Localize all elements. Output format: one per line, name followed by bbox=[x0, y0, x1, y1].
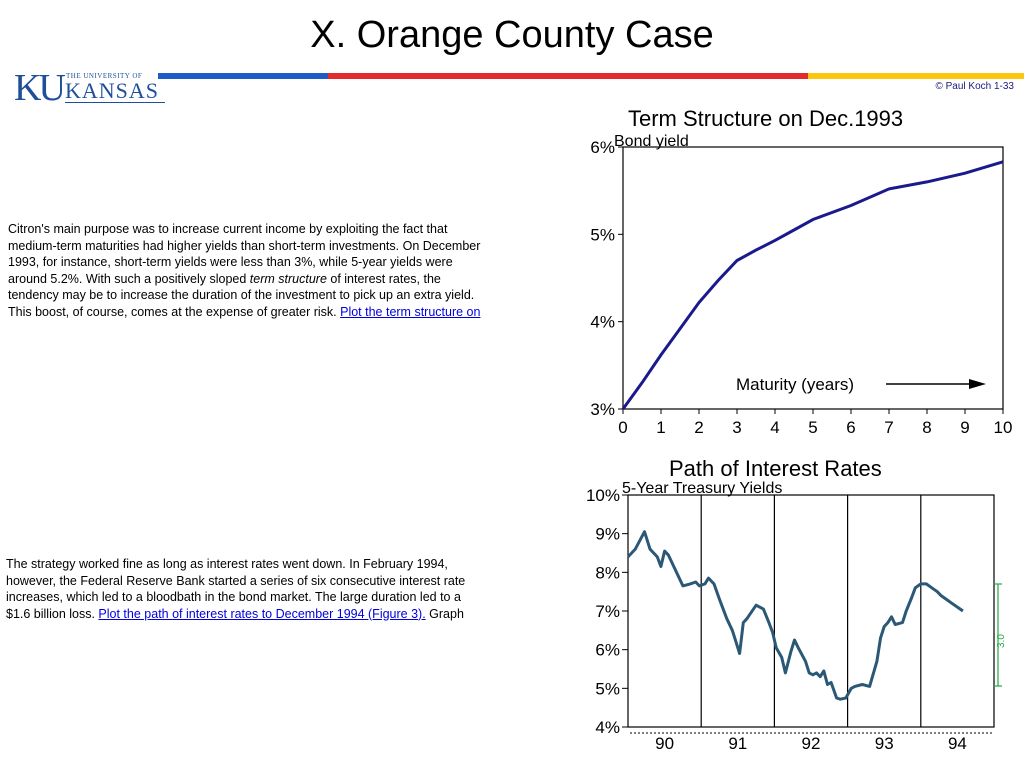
x-tick-label: 3 bbox=[732, 418, 741, 437]
chart-title: Path of Interest Rates bbox=[669, 456, 882, 481]
x-tick-label: 0 bbox=[618, 418, 627, 437]
header-rule-yellow bbox=[808, 73, 1024, 79]
x-tick-label: 6 bbox=[846, 418, 855, 437]
y-tick-label: 5% bbox=[595, 679, 620, 698]
x-tick-label: 2 bbox=[694, 418, 703, 437]
paragraph-interest-path: The strategy worked fine as long as inte… bbox=[6, 556, 574, 622]
paragraph-line: however, the Federal Reserve Bank starte… bbox=[6, 573, 466, 588]
logo-mark: KU bbox=[14, 67, 66, 109]
paragraph-text: around 5.2%. With such a positively slop… bbox=[8, 271, 250, 286]
chart-subtitle: 5-Year Treasury Yields bbox=[622, 480, 782, 497]
logo-underline bbox=[65, 102, 165, 103]
x-tick-label: 10 bbox=[994, 418, 1013, 437]
x-tick-label: 9 bbox=[960, 418, 969, 437]
term-structure-chart: Term Structure on Dec.1993 Bond yield 3%… bbox=[590, 106, 1013, 437]
x-tick-label: 8 bbox=[922, 418, 931, 437]
y-tick-label: 3% bbox=[590, 400, 615, 419]
x-tick-label: 4 bbox=[770, 418, 779, 437]
x-tick-label: 1 bbox=[656, 418, 665, 437]
plot-frame bbox=[627, 494, 995, 728]
y-tick-label: 6% bbox=[595, 641, 620, 660]
header-rule-blue bbox=[158, 73, 328, 79]
chart-title: Term Structure on Dec.1993 bbox=[628, 106, 903, 131]
paragraph-line: increases, which led to a bloodbath in t… bbox=[6, 590, 461, 604]
header-rule-red bbox=[328, 73, 808, 79]
x-tick-label: 5 bbox=[808, 418, 817, 437]
y-tick-label: 6% bbox=[590, 138, 615, 157]
x-tick-label: 92 bbox=[802, 734, 821, 753]
treasury-yield-line bbox=[626, 530, 964, 701]
paragraph-line: tendency may be to increase the duration… bbox=[8, 288, 475, 302]
emphasis-term-structure: term structure bbox=[249, 271, 327, 286]
paragraph-text: of interest rates, the bbox=[326, 271, 441, 286]
y-tick-label: 5% bbox=[590, 225, 615, 244]
ku-logo: KU THE UNIVERSITY OF KANSAS bbox=[14, 67, 165, 109]
interest-path-chart: Path of Interest Rates 5-Year Treasury Y… bbox=[586, 456, 1007, 753]
x-tick-label: 91 bbox=[728, 734, 747, 753]
paragraph-line: medium-term maturities had higher yields… bbox=[8, 238, 481, 253]
slide-title: X. Orange County Case bbox=[310, 14, 714, 56]
x-tick-label: 7 bbox=[884, 418, 893, 437]
paragraph-line: around 5.2%. With such a positively slop… bbox=[8, 271, 570, 288]
y-tick-label: 10% bbox=[586, 486, 620, 505]
y-tick-label: 7% bbox=[595, 602, 620, 621]
paragraph-term-structure: Citron's main purpose was to increase cu… bbox=[8, 221, 570, 326]
x-tick-label: 90 bbox=[655, 734, 674, 753]
plot-frame bbox=[622, 146, 1004, 410]
plot-interest-path-link[interactable]: Plot the path of interest rates to Decem… bbox=[98, 606, 426, 621]
yield-curve-line bbox=[621, 160, 1004, 410]
plot-term-structure-link[interactable]: Plot the term structure on bbox=[340, 304, 481, 319]
x-axis-label: Maturity (years) bbox=[736, 375, 854, 394]
x-tick-label: 94 bbox=[948, 734, 967, 753]
y-axis-label: Bond yield bbox=[614, 133, 689, 150]
logo-name: KANSAS bbox=[65, 78, 160, 103]
y-tick-label: 4% bbox=[590, 313, 615, 332]
paragraph-text: $1.6 billion loss. bbox=[6, 606, 99, 621]
logo-university-line: THE UNIVERSITY OF bbox=[66, 72, 143, 80]
arrow-head-icon bbox=[969, 379, 986, 389]
y-tick-label: 8% bbox=[595, 563, 620, 582]
paragraph-text: Graph bbox=[425, 606, 464, 621]
annotation-text: 3.0 bbox=[996, 634, 1007, 648]
paragraph-text: This boost, of course, comes at the expe… bbox=[8, 304, 341, 319]
x-tick-label: 93 bbox=[875, 734, 894, 753]
y-tick-label: 4% bbox=[595, 718, 620, 737]
y-tick-label: 9% bbox=[595, 525, 620, 544]
paragraph-line: $1.6 billion loss. Plot the path of inte… bbox=[6, 606, 574, 623]
paragraph-line: 1993, for instance, short-term yields we… bbox=[8, 255, 453, 269]
paragraph-line: Citron's main purpose was to increase cu… bbox=[8, 222, 448, 236]
paragraph-line: This boost, of course, comes at the expe… bbox=[8, 304, 570, 321]
copyright-notice: © Paul Koch 1-33 bbox=[935, 81, 1014, 92]
paragraph-line: The strategy worked fine as long as inte… bbox=[6, 557, 448, 571]
